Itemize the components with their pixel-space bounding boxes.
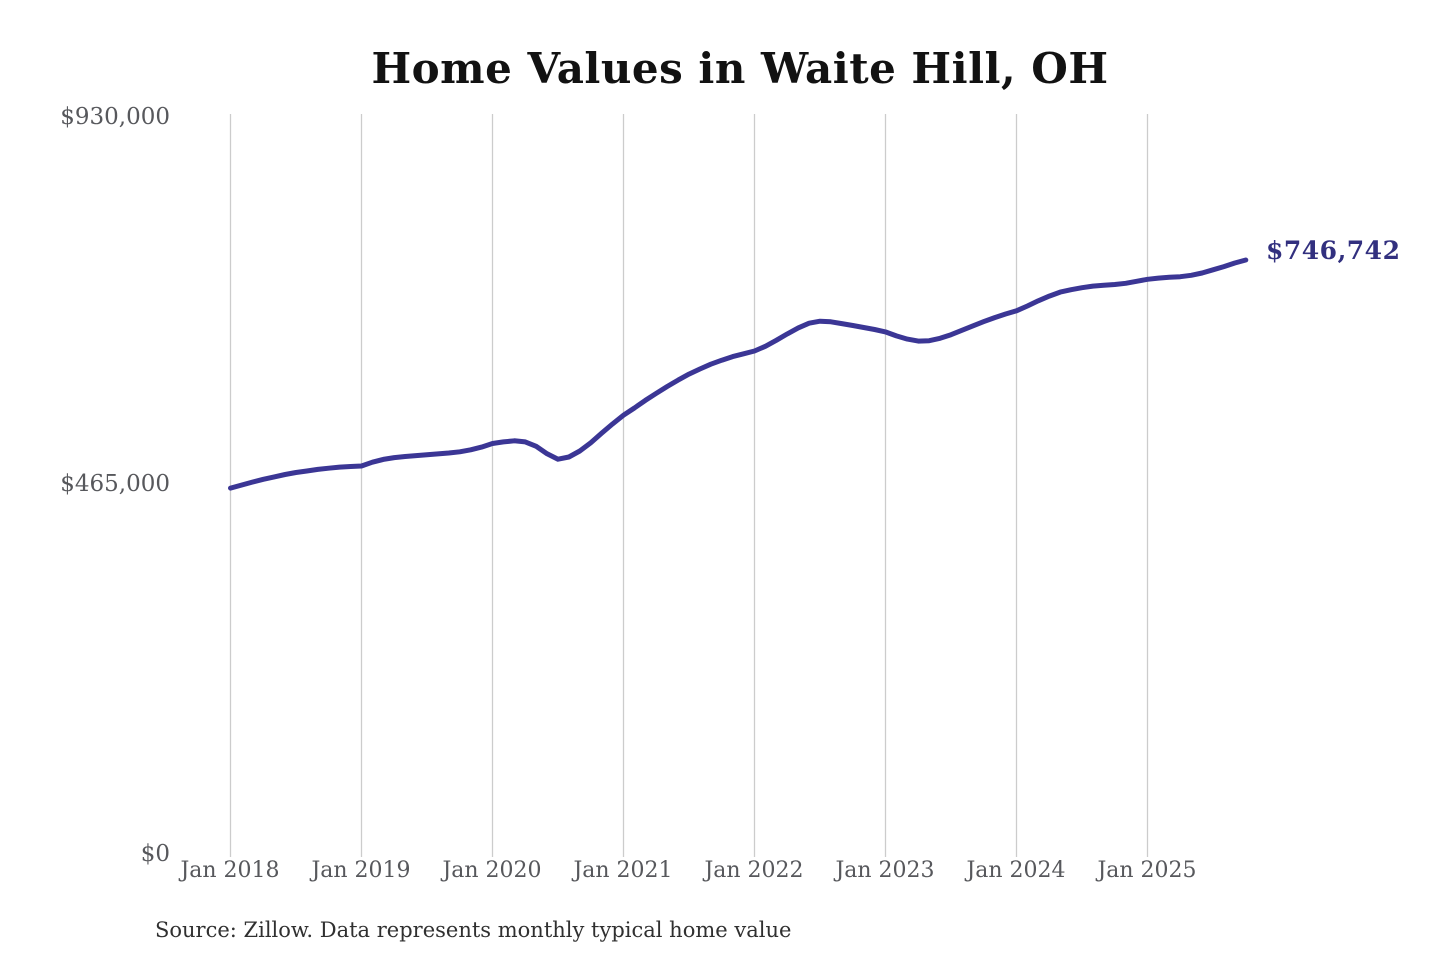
x-axis-tick-jan-2023: Jan 2023 [835, 858, 935, 883]
x-axis-tick-jan-2022: Jan 2022 [704, 858, 804, 883]
year-gridlines [229, 114, 1149, 857]
x-axis-tick-jan-2025: Jan 2025 [1097, 858, 1197, 883]
x-axis-tick-jan-2024: Jan 2024 [966, 858, 1066, 883]
x-axis-tick-jan-2019: Jan 2019 [311, 858, 411, 883]
latest-value-label: $746,742 [1266, 236, 1401, 265]
x-axis-tick-jan-2018: Jan 2018 [180, 858, 280, 883]
x-axis-tick-jan-2020: Jan 2020 [442, 858, 542, 883]
y-axis-tick-0: $0 [140, 841, 170, 867]
x-axis-tick-jan-2021: Jan 2021 [573, 858, 673, 883]
chart-title: Home Values in Waite Hill, OH [371, 44, 1109, 93]
source-note: Source: Zillow. Data represents monthly … [155, 918, 792, 942]
y-axis-tick-930000: $930,000 [60, 104, 170, 130]
y-axis-tick-465000: $465,000 [60, 471, 170, 497]
home-value-series-line [228, 257, 1249, 491]
